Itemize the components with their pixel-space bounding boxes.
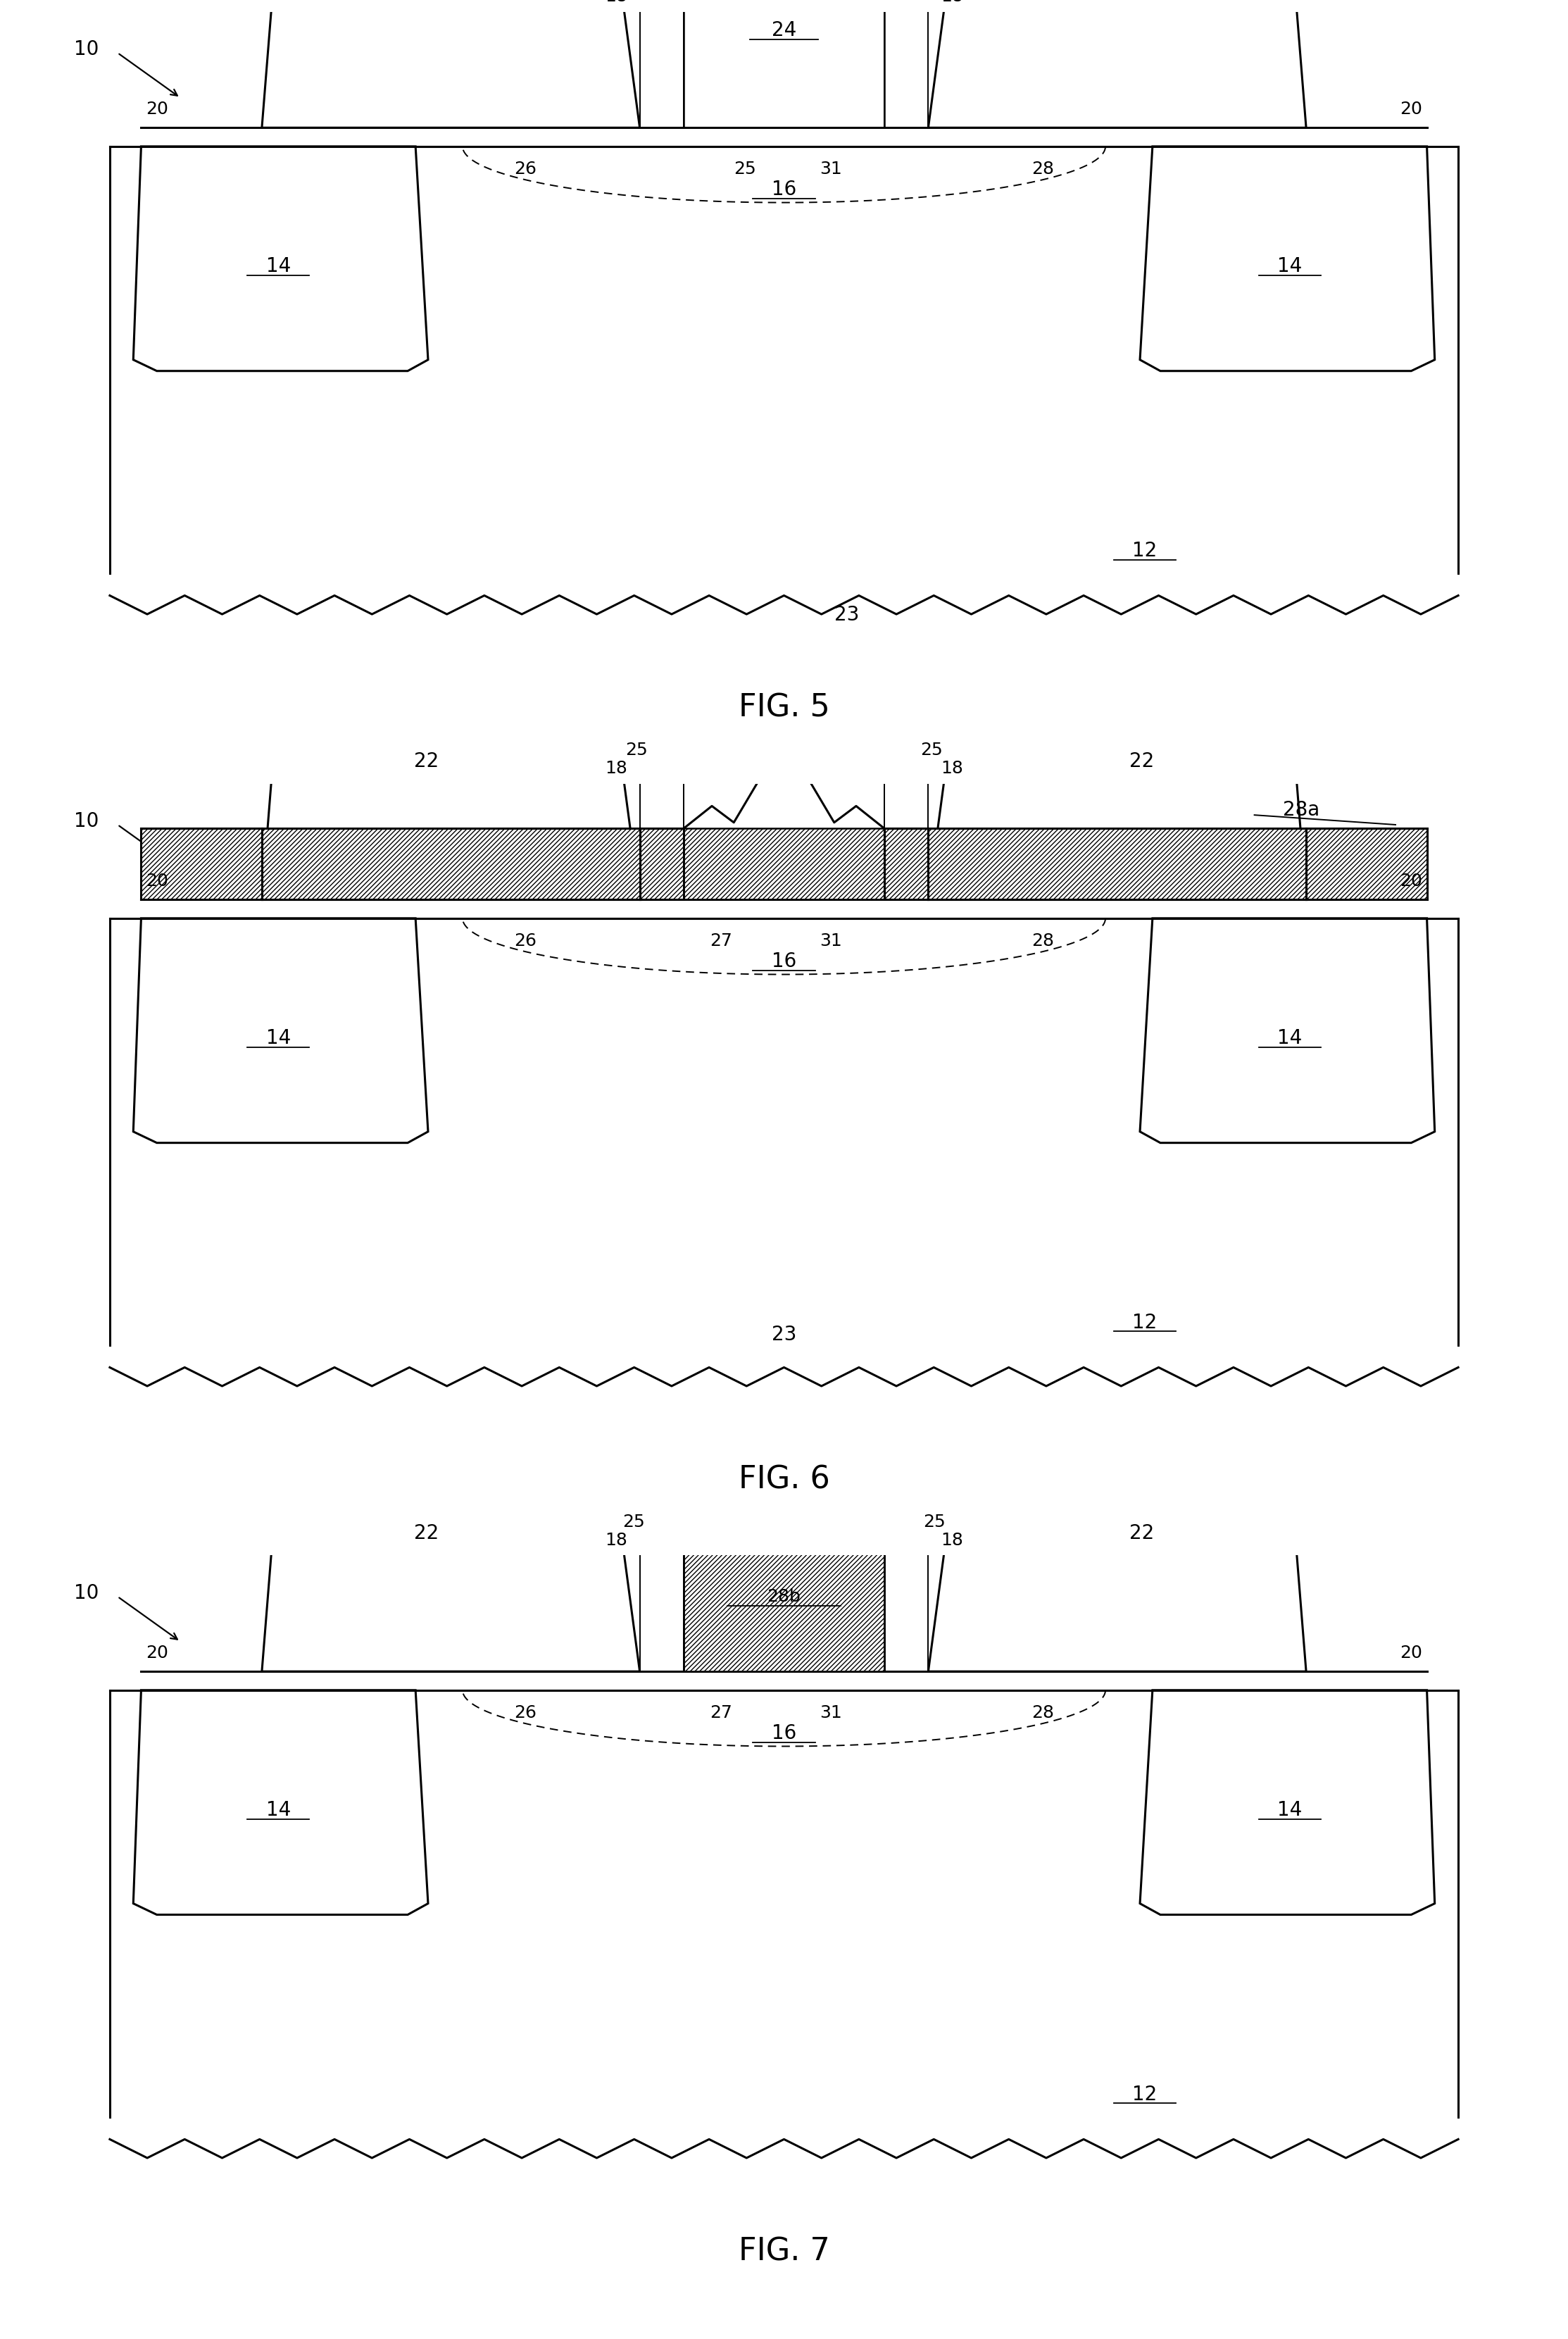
Text: 28a: 28a [1283, 800, 1320, 819]
Text: 22: 22 [414, 751, 439, 772]
Polygon shape [928, 828, 1306, 901]
Text: 16: 16 [771, 180, 797, 199]
Text: 20: 20 [146, 101, 168, 117]
Polygon shape [262, 704, 640, 901]
Text: 27: 27 [710, 1705, 732, 1722]
Text: 22: 22 [1129, 1523, 1154, 1544]
Text: 25: 25 [734, 161, 756, 178]
Text: 24: 24 [771, 21, 797, 40]
Text: 28: 28 [1032, 161, 1054, 178]
Text: 10: 10 [74, 812, 99, 830]
Text: 20: 20 [1400, 872, 1422, 889]
Polygon shape [928, 704, 1306, 901]
Text: 18: 18 [605, 760, 627, 777]
Text: 18: 18 [605, 0, 627, 5]
Text: 20: 20 [146, 872, 168, 889]
Text: 10: 10 [74, 40, 99, 58]
Text: 27: 27 [710, 933, 732, 950]
Text: 12: 12 [1132, 540, 1157, 561]
Text: 14: 14 [267, 257, 290, 276]
Polygon shape [262, 1476, 640, 1672]
Polygon shape [141, 828, 262, 901]
Text: FIG. 5: FIG. 5 [739, 692, 829, 723]
Polygon shape [640, 828, 684, 901]
Text: 18: 18 [605, 1532, 627, 1548]
Polygon shape [684, 1476, 884, 1672]
Text: 28b: 28b [767, 1588, 801, 1605]
Polygon shape [262, 828, 640, 901]
Polygon shape [684, 828, 884, 901]
Text: 16: 16 [771, 1724, 797, 1743]
Polygon shape [1140, 147, 1435, 372]
Polygon shape [133, 1691, 428, 1916]
Text: 18: 18 [941, 1532, 963, 1548]
Text: 28: 28 [1032, 933, 1054, 950]
Text: 31: 31 [820, 933, 842, 950]
Text: 20: 20 [1400, 1644, 1422, 1661]
Polygon shape [884, 828, 928, 901]
Text: 25: 25 [920, 741, 942, 758]
Text: 10: 10 [74, 1584, 99, 1602]
Polygon shape [1140, 919, 1435, 1144]
Text: 22: 22 [1129, 751, 1154, 772]
Text: 31: 31 [820, 1705, 842, 1722]
Text: 25: 25 [924, 1513, 946, 1530]
Text: 26: 26 [514, 1705, 536, 1722]
Text: 31: 31 [820, 161, 842, 178]
Text: 20: 20 [146, 1644, 168, 1661]
Polygon shape [928, 0, 1306, 129]
Text: 18: 18 [941, 0, 963, 5]
Polygon shape [1140, 1691, 1435, 1916]
Text: 25: 25 [622, 1513, 644, 1530]
Text: 18: 18 [941, 760, 963, 777]
Polygon shape [1306, 828, 1427, 901]
Polygon shape [133, 147, 428, 372]
Text: 14: 14 [1278, 257, 1301, 276]
Text: 23: 23 [834, 606, 859, 625]
Text: 28: 28 [1032, 1705, 1054, 1722]
Text: 14: 14 [267, 1029, 290, 1048]
Text: 26: 26 [514, 161, 536, 178]
Text: 20: 20 [1400, 101, 1422, 117]
Polygon shape [262, 0, 640, 129]
Text: FIG. 7: FIG. 7 [739, 2236, 829, 2266]
Text: 22: 22 [414, 1523, 439, 1544]
Text: 26: 26 [514, 933, 536, 950]
Text: 12: 12 [1132, 2084, 1157, 2105]
Text: 16: 16 [771, 952, 797, 971]
Text: 25: 25 [626, 741, 648, 758]
Text: FIG. 6: FIG. 6 [739, 1464, 829, 1495]
Polygon shape [133, 919, 428, 1144]
Text: 12: 12 [1132, 1312, 1157, 1333]
Text: 14: 14 [267, 1801, 290, 1820]
Text: 23: 23 [771, 1324, 797, 1345]
Text: 14: 14 [1278, 1029, 1301, 1048]
Text: 14: 14 [1278, 1801, 1301, 1820]
Polygon shape [928, 1476, 1306, 1672]
